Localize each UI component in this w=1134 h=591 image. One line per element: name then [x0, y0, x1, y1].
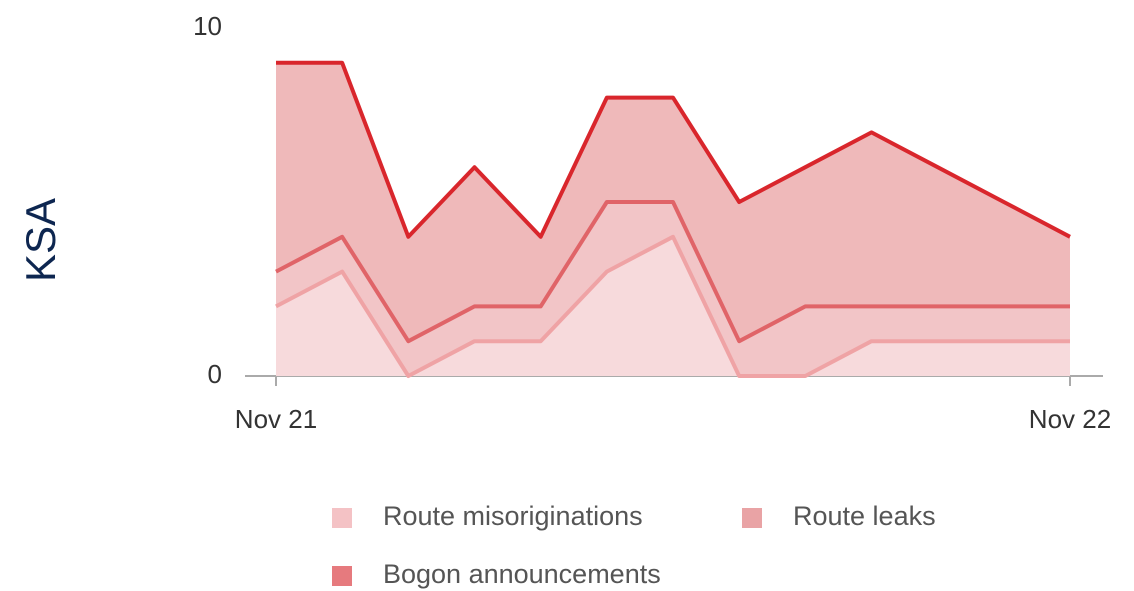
y-tick-label: 10 [193, 11, 222, 41]
y-tick-label: 0 [208, 359, 222, 389]
series-line [275, 234, 1070, 378]
legend-label: Route leaks [793, 501, 936, 531]
chart-title: KSA [17, 198, 64, 282]
legend-label: Route misoriginations [383, 501, 643, 531]
legend-label: Bogon announcements [383, 559, 661, 589]
series-line [275, 200, 1070, 344]
x-tick-label: Nov 21 [235, 404, 317, 434]
x-tick-label: Nov 22 [1029, 404, 1111, 434]
legend-swatch [332, 508, 352, 528]
legend-swatch [332, 566, 352, 586]
legend-swatch [742, 508, 762, 528]
area [276, 202, 1070, 376]
series-line [276, 60, 1071, 239]
